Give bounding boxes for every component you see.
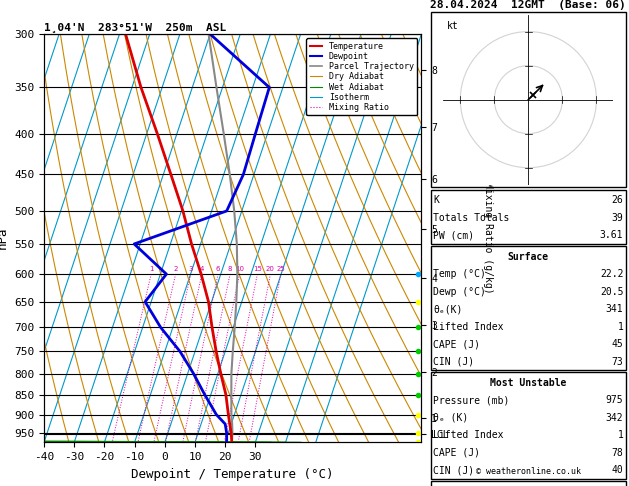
Text: 3: 3 (189, 266, 193, 272)
Text: 1: 1 (618, 431, 623, 440)
Text: Dewp (°C): Dewp (°C) (433, 287, 486, 296)
Y-axis label: Mixing Ratio (g/kg): Mixing Ratio (g/kg) (483, 182, 493, 294)
Text: 28.04.2024  12GMT  (Base: 06): 28.04.2024 12GMT (Base: 06) (430, 0, 626, 10)
Text: Pressure (mb): Pressure (mb) (433, 396, 509, 405)
Text: 975: 975 (606, 396, 623, 405)
Text: Surface: Surface (508, 252, 549, 261)
Text: 342: 342 (606, 413, 623, 423)
Text: 10: 10 (235, 266, 244, 272)
Text: 1¸04'N  283°51'W  250m  ASL: 1¸04'N 283°51'W 250m ASL (44, 22, 226, 32)
Text: 20.5: 20.5 (600, 287, 623, 296)
Text: 1: 1 (618, 322, 623, 331)
Text: 78: 78 (611, 448, 623, 458)
Text: CAPE (J): CAPE (J) (433, 339, 481, 349)
Text: Totals Totals: Totals Totals (433, 213, 509, 223)
Text: K: K (433, 195, 439, 205)
Text: CAPE (J): CAPE (J) (433, 448, 481, 458)
Text: 341: 341 (606, 304, 623, 314)
Text: 73: 73 (611, 357, 623, 366)
Text: θₑ (K): θₑ (K) (433, 413, 469, 423)
Text: 3.61: 3.61 (600, 230, 623, 240)
Text: 45: 45 (611, 339, 623, 349)
Text: CIN (J): CIN (J) (433, 357, 474, 366)
Text: Most Unstable: Most Unstable (490, 378, 567, 388)
Text: 20: 20 (266, 266, 275, 272)
Text: 8: 8 (228, 266, 232, 272)
Legend: Temperature, Dewpoint, Parcel Trajectory, Dry Adiabat, Wet Adiabat, Isotherm, Mi: Temperature, Dewpoint, Parcel Trajectory… (306, 38, 417, 115)
Text: CIN (J): CIN (J) (433, 466, 474, 475)
Text: Temp (°C): Temp (°C) (433, 269, 486, 279)
Text: PW (cm): PW (cm) (433, 230, 474, 240)
Text: θₑ(K): θₑ(K) (433, 304, 463, 314)
Text: 26: 26 (611, 195, 623, 205)
Text: © weatheronline.co.uk: © weatheronline.co.uk (476, 467, 581, 476)
Text: 40: 40 (611, 466, 623, 475)
Text: 1: 1 (149, 266, 153, 272)
Text: kt: kt (447, 21, 459, 32)
Text: 4: 4 (199, 266, 204, 272)
Text: 25: 25 (276, 266, 285, 272)
Text: 2: 2 (174, 266, 178, 272)
Text: 6: 6 (216, 266, 220, 272)
Y-axis label: hPa: hPa (0, 227, 9, 249)
X-axis label: Dewpoint / Temperature (°C): Dewpoint / Temperature (°C) (131, 468, 334, 481)
Text: Lifted Index: Lifted Index (433, 322, 504, 331)
Text: 15: 15 (253, 266, 262, 272)
Text: Lifted Index: Lifted Index (433, 431, 504, 440)
Text: 39: 39 (611, 213, 623, 223)
Text: 22.2: 22.2 (600, 269, 623, 279)
